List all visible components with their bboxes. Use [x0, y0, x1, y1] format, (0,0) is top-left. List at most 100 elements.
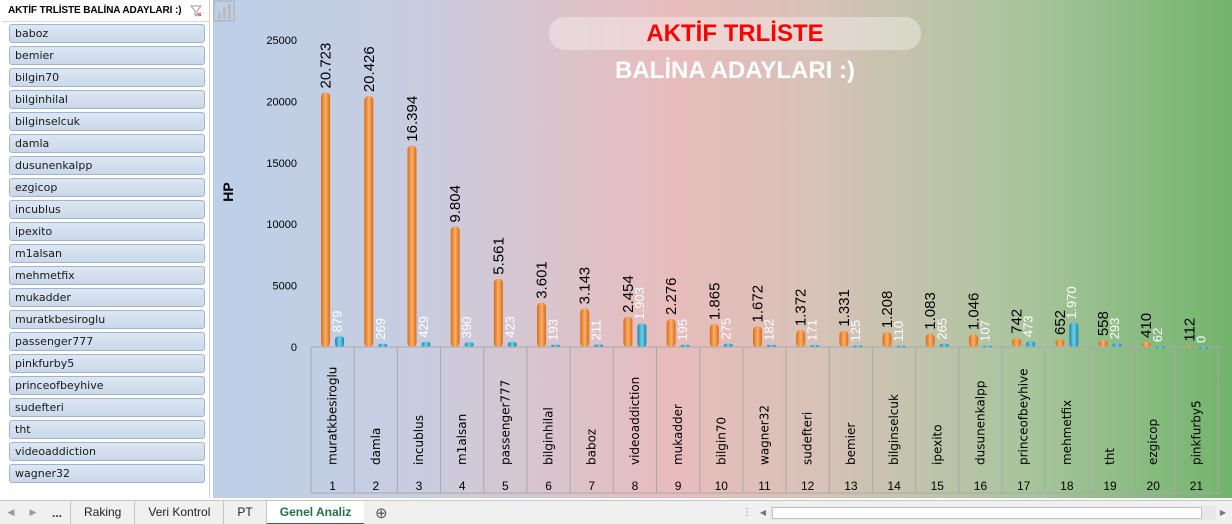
slicer-item[interactable]: videoaddiction — [9, 442, 205, 461]
slicer-item[interactable]: baboz — [9, 24, 205, 43]
secondary-value-label: 390 — [459, 317, 474, 339]
hp-value-label: 112 — [1181, 318, 1198, 342]
rank-label: 18 — [1060, 479, 1074, 493]
hp-bar — [623, 316, 633, 347]
secondary-value-label: 269 — [373, 318, 388, 340]
prev-sheet-icon[interactable]: ◀ — [7, 507, 15, 517]
slicer-item[interactable]: sudefteri — [9, 398, 205, 417]
secondary-value-label: 429 — [416, 316, 431, 338]
y-tick-label: 15000 — [266, 158, 297, 170]
slicer-item[interactable]: incublus — [9, 200, 205, 219]
slicer-item[interactable]: mukadder — [9, 288, 205, 307]
slicer-item[interactable]: m1alsan — [9, 244, 205, 263]
slicer-item[interactable]: passenger777 — [9, 332, 205, 351]
y-tick-label: 0 — [291, 342, 297, 354]
rank-label: 3 — [416, 479, 423, 493]
secondary-value-label: 171 — [805, 319, 820, 341]
hp-bar — [1055, 338, 1065, 347]
secondary-bar — [464, 342, 474, 347]
category-label: damla — [369, 428, 383, 465]
category-label: sudefteri — [801, 412, 815, 465]
rank-label: 5 — [502, 479, 509, 493]
hp-bar — [666, 319, 676, 347]
secondary-bar — [1112, 343, 1122, 347]
y-tick-label: 5000 — [273, 281, 297, 293]
slicer-item[interactable]: damla — [9, 134, 205, 153]
category-label: bilginhilal — [542, 407, 556, 465]
hp-value-label: 16.394 — [404, 96, 421, 142]
hp-value-label: 9.804 — [447, 185, 464, 223]
hp-value-label: 20.723 — [318, 43, 335, 89]
rank-label: 13 — [844, 479, 858, 493]
hp-value-label: 410 — [1138, 313, 1155, 338]
scroll-track[interactable] — [770, 505, 1216, 520]
slicer-item[interactable]: bilginselcuk — [9, 112, 205, 131]
scroll-right-icon[interactable]: ▶ — [1219, 507, 1227, 517]
secondary-value-label: 125 — [848, 320, 863, 342]
category-label: m1alsan — [455, 414, 469, 465]
more-sheets-button[interactable]: ... — [51, 505, 62, 520]
slicer-item[interactable]: mehmetfix — [9, 266, 205, 285]
hp-bar — [493, 278, 503, 347]
tab-pt[interactable]: PT — [223, 500, 265, 524]
hp-bar — [882, 332, 892, 347]
rank-label: 1 — [329, 479, 336, 493]
hp-value-label: 3.143 — [577, 267, 594, 305]
scroll-thumb[interactable] — [772, 506, 1202, 519]
slicer-item[interactable]: ezgicop — [9, 178, 205, 197]
hp-bar — [968, 334, 978, 347]
hp-bar — [925, 333, 935, 347]
secondary-value-label: 110 — [891, 321, 906, 342]
category-label: dusunenkalpp — [973, 381, 987, 465]
slicer-item[interactable]: tht — [9, 420, 205, 439]
slicer-item[interactable]: bilginhilal — [9, 90, 205, 109]
rank-label: 7 — [588, 479, 595, 493]
slicer-item[interactable]: ipexito — [9, 222, 205, 241]
secondary-value-label: 423 — [502, 316, 517, 338]
sheet-options-icon[interactable]: ⋮ — [742, 507, 752, 518]
tab-raking[interactable]: Raking — [70, 500, 134, 524]
add-sheet-icon[interactable]: ⊕ — [375, 504, 388, 522]
secondary-value-label: 1.903 — [632, 287, 647, 320]
hp-value-label: 558 — [1095, 311, 1112, 336]
tab-veri-kontrol[interactable]: Veri Kontrol — [134, 500, 223, 524]
slicer-item[interactable]: princeofbeyhive — [9, 376, 205, 395]
sheet-tab-bar: ◀ ▶ ... Raking Veri Kontrol PT Genel Ana… — [0, 500, 1232, 524]
slicer-item[interactable]: muratkbesiroglu — [9, 310, 205, 329]
slicer-item[interactable]: dusunenkalpp — [9, 156, 205, 175]
slicer-item[interactable]: bilgin70 — [9, 68, 205, 87]
hp-bar — [364, 96, 374, 347]
secondary-bar — [896, 345, 906, 348]
clear-filter-icon[interactable] — [189, 4, 203, 18]
hp-value-label: 5.561 — [490, 237, 507, 275]
secondary-bar — [551, 344, 561, 347]
hp-bar — [839, 330, 849, 347]
hp-bar — [1012, 337, 1022, 347]
hp-value-label: 1.372 — [793, 289, 810, 327]
hp-bar — [1098, 340, 1108, 347]
y-tick-label: 10000 — [266, 219, 297, 231]
slicer-item[interactable]: wagner32 — [9, 464, 205, 483]
slicer-item[interactable]: pinkfurby5 — [9, 354, 205, 373]
slicer-item[interactable]: bemier — [9, 46, 205, 65]
horizontal-scrollbar[interactable]: ⋮ ◀ ▶ — [738, 505, 1230, 520]
secondary-value-label: 211 — [589, 320, 604, 341]
hp-bar — [450, 226, 460, 347]
hp-value-label: 742 — [1009, 309, 1026, 334]
secondary-value-label: 0 — [1193, 336, 1208, 343]
hp-bar — [537, 302, 547, 347]
chart-area[interactable]: AKTİF TRLİSTE BALİNA ADAYLARI :) 0 5000 10… — [213, 0, 1232, 498]
chart-title-line2: BALİNA ADAYLARI :) — [615, 57, 855, 84]
chart-elements-icon[interactable] — [213, 0, 235, 22]
tab-genel-analiz[interactable]: Genel Analiz — [265, 500, 365, 524]
category-label: princeofbeyhive — [1017, 368, 1031, 465]
secondary-value-label: 107 — [977, 320, 992, 342]
hp-bar — [1141, 341, 1151, 347]
hp-value-label: 3.601 — [534, 261, 551, 299]
next-sheet-icon[interactable]: ▶ — [29, 507, 37, 517]
secondary-bar — [1026, 341, 1036, 347]
hp-value-label: 1.331 — [836, 289, 853, 327]
rank-label: 6 — [545, 479, 552, 493]
hp-bar — [753, 326, 762, 347]
scroll-left-icon[interactable]: ◀ — [759, 507, 767, 517]
